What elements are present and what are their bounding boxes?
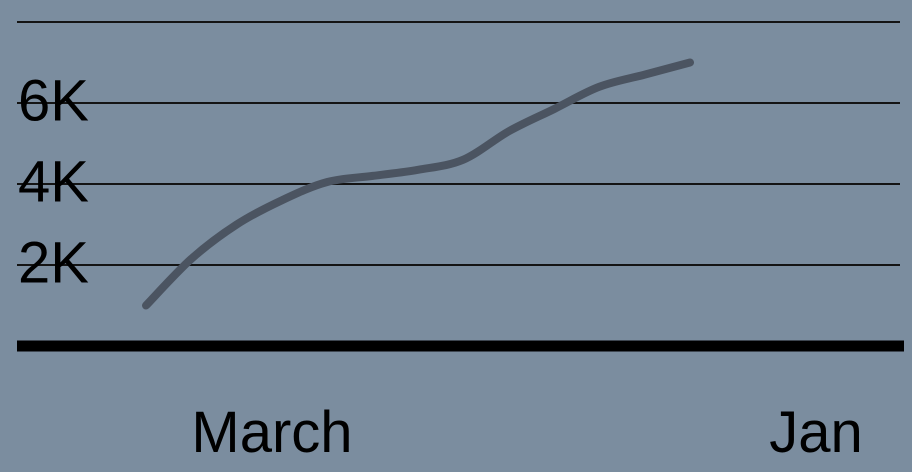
x-axis-tick-labels: March Jan [191, 400, 862, 465]
series-lines [142, 58, 694, 310]
series-line-0 [142, 58, 694, 310]
y-tick-label: 2K [18, 230, 89, 295]
gridlines [17, 21, 904, 352]
y-tick-label: 4K [18, 149, 89, 214]
x-tick-label: Jan [769, 400, 863, 465]
y-axis-tick-labels: 2K 4K 6K [18, 68, 89, 295]
y-tick-label: 6K [18, 68, 89, 133]
x-tick-label: March [191, 400, 352, 465]
